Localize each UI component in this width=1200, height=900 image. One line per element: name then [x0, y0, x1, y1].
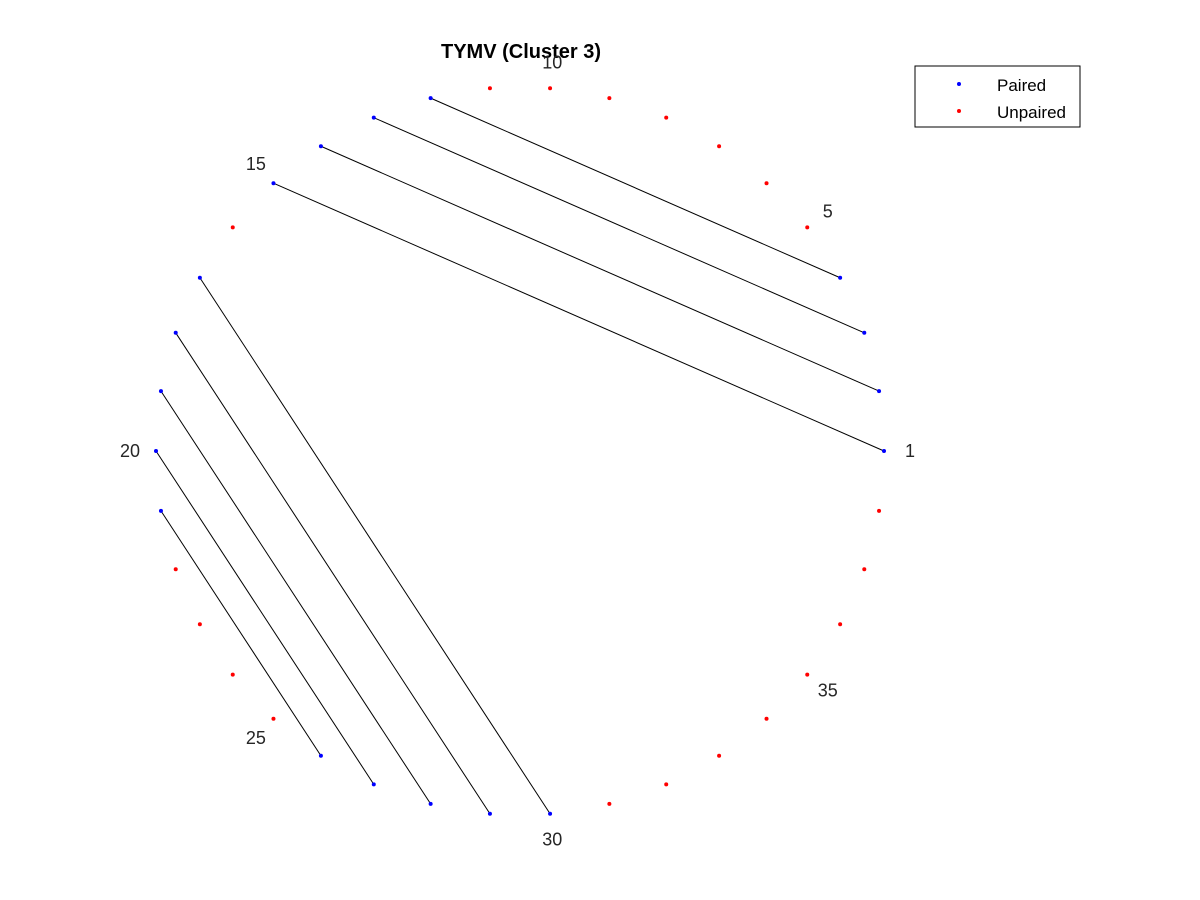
- chart-title: TYMV (Cluster 3): [441, 41, 601, 63]
- position-point-35: [805, 672, 810, 677]
- legend-label-unpaired: Unpaired: [997, 103, 1066, 122]
- position-point-21: [158, 508, 163, 513]
- position-point-23: [197, 622, 202, 627]
- position-points: [154, 86, 886, 816]
- position-point-27: [371, 782, 376, 787]
- position-point-8: [664, 115, 669, 120]
- pair-lines: [155, 97, 885, 815]
- pair-line-3-13: [373, 117, 865, 334]
- position-label-5: 5: [823, 201, 833, 221]
- pair-line-2-14: [320, 145, 880, 392]
- position-label-1: 1: [905, 441, 915, 461]
- position-point-3: [862, 330, 867, 335]
- pair-line-1-15: [273, 182, 885, 452]
- position-point-16: [230, 225, 235, 230]
- position-point-38: [877, 508, 882, 513]
- position-point-2: [877, 389, 882, 394]
- position-point-18: [173, 330, 178, 335]
- position-point-11: [487, 86, 492, 91]
- position-point-26: [318, 753, 323, 758]
- position-point-25: [271, 716, 276, 721]
- position-point-37: [862, 567, 867, 572]
- position-point-6: [764, 181, 769, 186]
- position-point-14: [318, 144, 323, 149]
- position-point-13: [371, 115, 376, 120]
- position-point-31: [607, 801, 612, 806]
- pair-line-18-29: [175, 332, 491, 815]
- position-point-22: [173, 567, 178, 572]
- position-point-33: [717, 753, 722, 758]
- legend-marker-paired: [957, 82, 961, 86]
- position-label-10: 10: [542, 52, 562, 72]
- position-point-29: [487, 811, 492, 816]
- position-label-35: 35: [818, 681, 838, 701]
- position-point-1: [882, 449, 886, 453]
- position-point-19: [158, 389, 163, 394]
- position-point-17: [197, 275, 202, 280]
- legend-box: [914, 65, 1081, 128]
- pair-line-17-30: [199, 277, 551, 815]
- position-point-12: [428, 96, 433, 101]
- position-point-28: [428, 801, 433, 806]
- legend-marker-unpaired: [957, 109, 961, 113]
- position-label-25: 25: [246, 728, 266, 748]
- pair-line-4-12: [430, 97, 841, 279]
- position-point-4: [838, 275, 843, 280]
- position-point-15: [271, 181, 276, 186]
- position-point-7: [717, 144, 722, 149]
- legend: Paired Unpaired: [914, 65, 1081, 128]
- pair-line-19-28: [160, 390, 432, 805]
- position-point-20: [154, 449, 158, 453]
- position-point-32: [664, 782, 669, 787]
- position-point-34: [764, 716, 769, 721]
- position-point-9: [607, 96, 612, 101]
- position-point-24: [230, 672, 235, 677]
- pair-line-20-27: [155, 450, 375, 785]
- position-label-20: 20: [120, 441, 140, 461]
- legend-label-paired: Paired: [997, 76, 1046, 95]
- position-point-10: [548, 86, 553, 91]
- position-point-36: [838, 622, 843, 627]
- position-label-30: 30: [542, 830, 562, 850]
- position-point-5: [805, 225, 810, 230]
- position-label-15: 15: [246, 154, 266, 174]
- position-point-30: [548, 811, 553, 816]
- pair-line-21-26: [160, 510, 322, 757]
